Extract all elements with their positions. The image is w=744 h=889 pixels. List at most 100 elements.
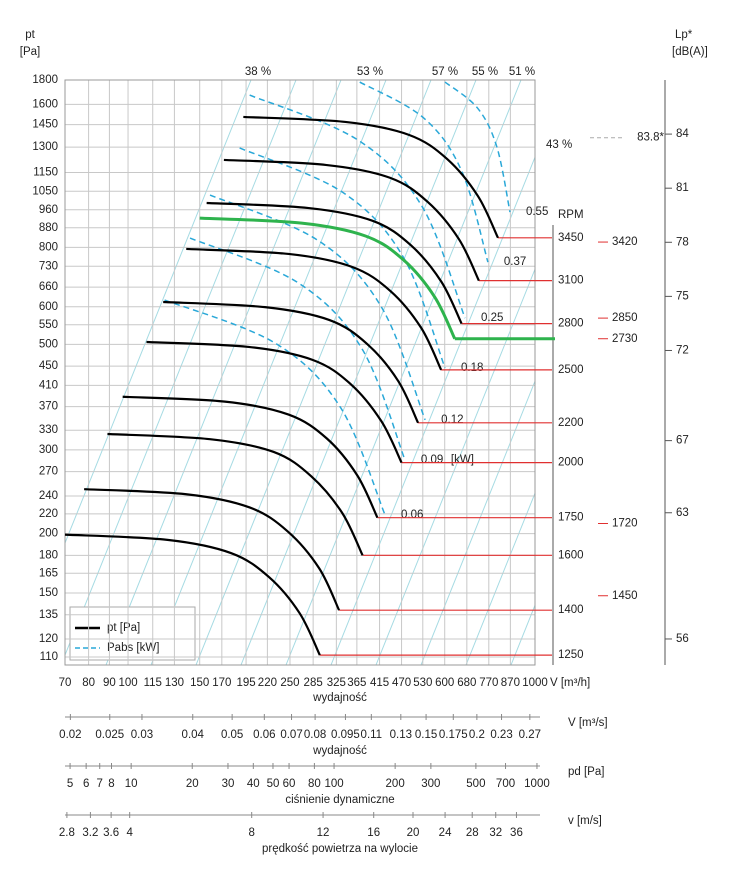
scale-tick-label: 28: [466, 827, 479, 839]
x-tick-label: 100: [118, 677, 137, 689]
power-label: 0.37: [504, 256, 526, 268]
y-tick-label: 1450: [32, 119, 58, 131]
scale-tick-label: 8: [108, 778, 114, 790]
power-label: 0.09: [421, 454, 443, 466]
y2-tick-label: 56: [676, 633, 689, 645]
scale-tick-label: 0.06: [253, 729, 275, 741]
power-curve: [209, 194, 426, 421]
power-curve: [444, 81, 511, 213]
scale-tick-label: 0.175: [439, 729, 468, 741]
rpm-label: 2000: [558, 457, 584, 469]
scale-tick-label: 50: [267, 778, 280, 790]
rpm-label: 1400: [558, 604, 584, 616]
x-tick-label: 70: [59, 677, 72, 689]
diagonal-guide: [240, 80, 477, 665]
y2-label: Lp*: [675, 29, 693, 41]
scale-tick-label: 3.2: [82, 827, 98, 839]
power-curve: [189, 237, 406, 461]
diagonal-guide: [420, 379, 535, 665]
scale-tick-label: 20: [407, 827, 420, 839]
rpm-curve: [186, 247, 443, 371]
x-tick-label: 195: [236, 677, 255, 689]
rpm-curve: [64, 533, 321, 656]
scale-tick-label: 16: [367, 827, 380, 839]
x-tick-label: 150: [190, 677, 209, 689]
efficiency-label: 38 %: [245, 66, 271, 78]
x-tick-label: 325: [327, 677, 346, 689]
x-tick-label: 250: [280, 677, 299, 689]
x-tick-label: 170: [212, 677, 231, 689]
scale-tick-label: 0.2: [469, 729, 485, 741]
scale-tick-label: 36: [510, 827, 523, 839]
efficiency-label: 53 %: [357, 66, 383, 78]
scale-tick-label: 24: [439, 827, 452, 839]
scale-tick-label: 0.04: [182, 729, 205, 741]
diagonal-guide: [65, 80, 252, 545]
y-tick-label: 135: [39, 609, 58, 621]
y-tick-label: 880: [39, 222, 58, 234]
scale-tick-label: 0.05: [221, 729, 243, 741]
y-tick-label: 1300: [32, 141, 58, 153]
x-tick-label: 415: [370, 677, 389, 689]
scale-tick-label: 30: [222, 778, 235, 790]
x-tick-label: 130: [165, 677, 184, 689]
scale-tick-label: 0.27: [519, 729, 541, 741]
scale-label: wydajność: [312, 745, 367, 757]
scale-tick-label: 7: [97, 778, 103, 790]
diagonal-guide: [105, 80, 342, 665]
rpm-label: 1750: [558, 512, 584, 524]
scale-tick-label: 5: [67, 778, 73, 790]
diagonal-guide: [65, 80, 297, 657]
scale-tick-label: 3.6: [103, 827, 119, 839]
y-tick-label: 200: [39, 528, 58, 540]
y-tick-label: 220: [39, 508, 58, 520]
power-label: 0.06: [401, 509, 423, 521]
diagonal-guide: [375, 267, 535, 665]
power-label: 0.18: [461, 362, 483, 374]
plot-frame: [64, 79, 536, 666]
scale-unit: V [m³/s]: [568, 717, 608, 729]
rpm-curve: [243, 115, 499, 239]
y2-tick-label: 84: [676, 128, 689, 140]
y-tick-label: 1600: [32, 98, 58, 110]
scale-tick-label: 700: [496, 778, 515, 790]
x-tick-label: 600: [435, 677, 454, 689]
y-tick-label: 600: [39, 301, 58, 313]
efficiency-label: 55 %: [472, 66, 498, 78]
scale-unit: pd [Pa]: [568, 766, 604, 778]
diagonal-guide: [150, 80, 387, 665]
scale-tick-label: 0.025: [95, 729, 124, 741]
efficiency-label: 57 %: [432, 66, 458, 78]
rpm-curve: [206, 201, 463, 325]
y-tick-label: 500: [39, 338, 58, 350]
x-tick-label: 80: [82, 677, 95, 689]
rpm-curve: [107, 432, 364, 556]
scale-tick-label: 100: [324, 778, 343, 790]
rpm-curve: [122, 395, 379, 519]
y-tick-label: 165: [39, 567, 58, 579]
scale-label: prędkość powietrza na wylocie: [262, 843, 418, 855]
y-tick-label: 300: [39, 444, 58, 456]
scale-tick-label: 12: [317, 827, 330, 839]
y-tick-label: 330: [39, 424, 58, 436]
y-tick-label: 800: [39, 241, 58, 253]
scale-tick-label: 10: [125, 778, 138, 790]
rpm-label: 1600: [558, 549, 584, 561]
rpm-label: 3420: [612, 236, 638, 248]
y-unit: [Pa]: [20, 46, 40, 58]
y-label: pt: [25, 29, 35, 41]
legend-label: pt [Pa]: [107, 622, 140, 634]
y-tick-label: 550: [39, 319, 58, 331]
diagonal-guide: [285, 80, 522, 665]
efficiency-label: 43 %: [546, 139, 572, 151]
rpm-label: 2200: [558, 417, 584, 429]
diagonal-guide: [465, 491, 535, 665]
scale-unit: v [m/s]: [568, 815, 602, 827]
rpm-label: 1250: [558, 649, 584, 661]
y-tick-label: 1800: [32, 74, 58, 86]
y-tick-label: 730: [39, 260, 58, 272]
x-label: wydajność: [312, 692, 367, 704]
scale-tick-label: 0.02: [59, 729, 81, 741]
rpm-label: 3450: [558, 232, 584, 244]
